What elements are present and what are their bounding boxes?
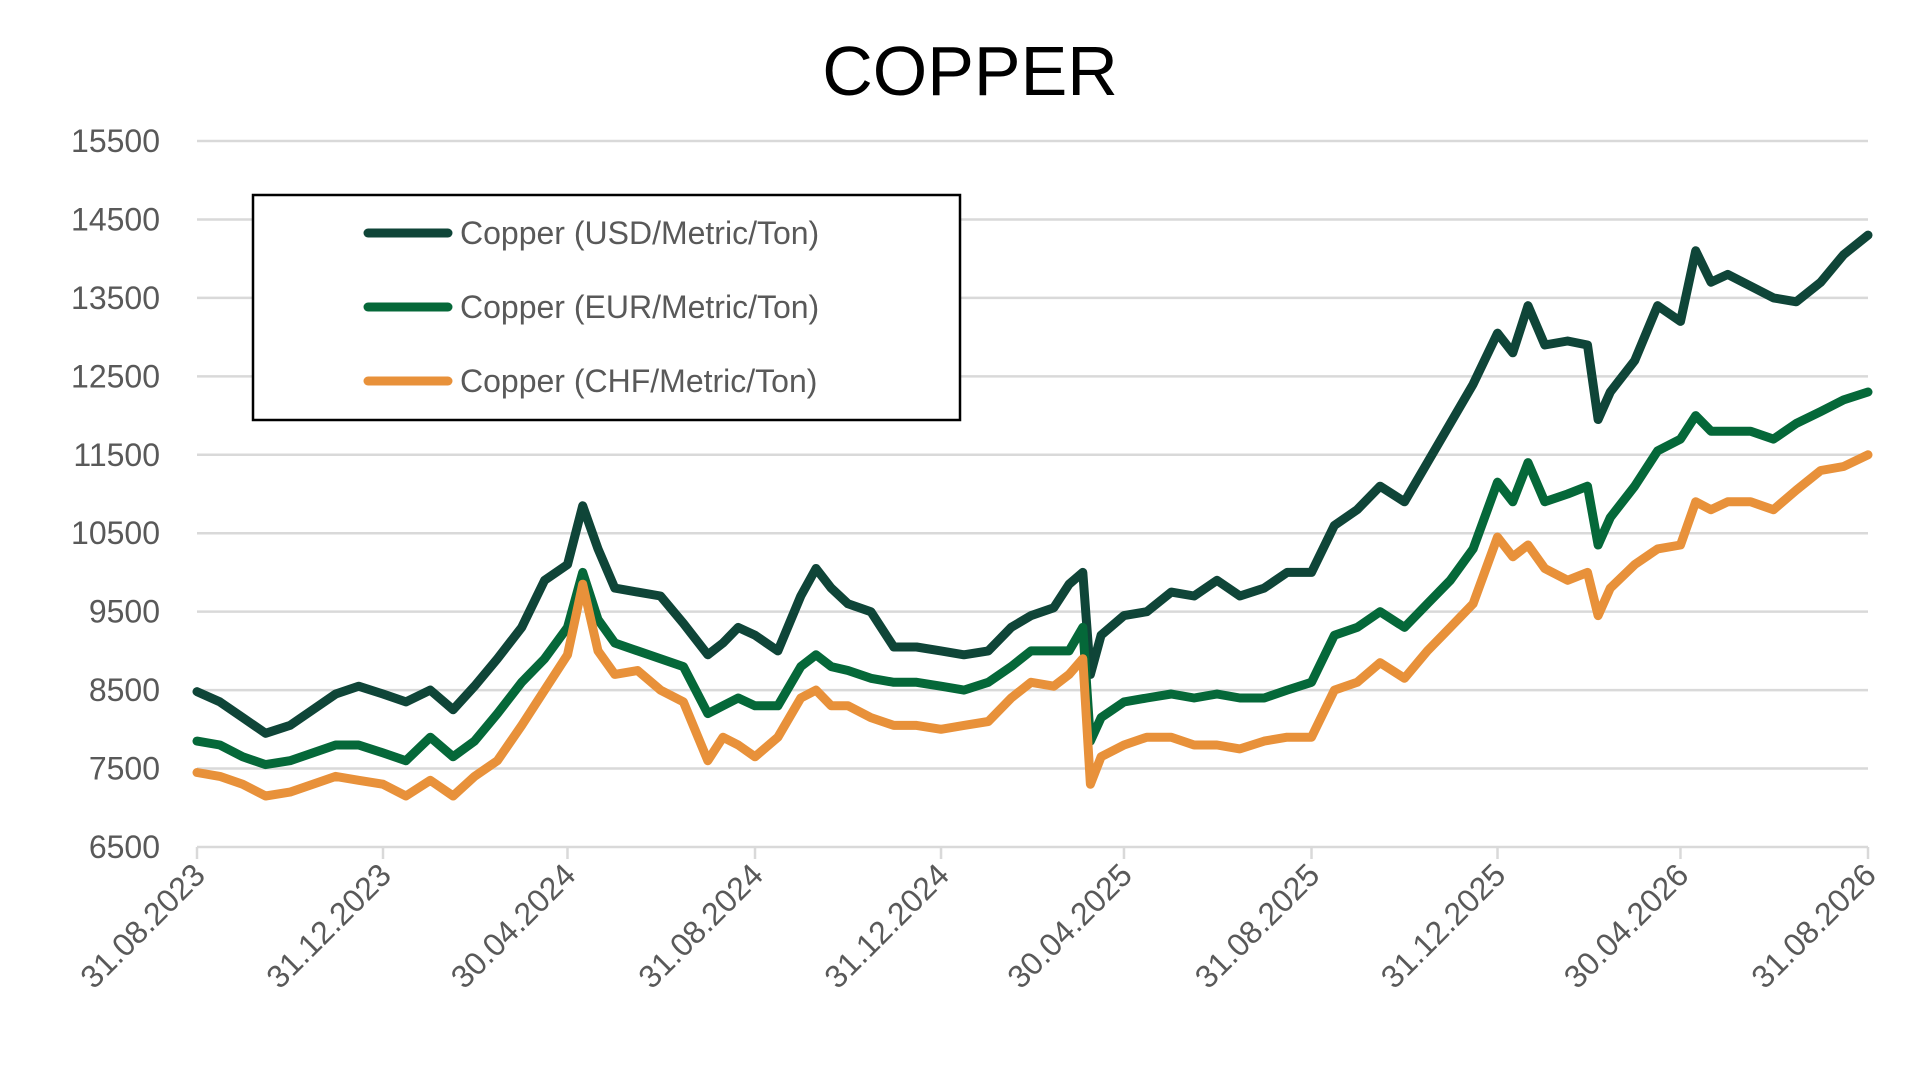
y-tick-label: 8500 — [89, 672, 160, 708]
x-tick-label: 31.08.2023 — [73, 856, 212, 995]
x-tick-label: 31.08.2026 — [1744, 856, 1883, 995]
series-line-chf — [192, 450, 1873, 801]
x-tick-label: 31.12.2025 — [1374, 856, 1513, 995]
x-tick-label: 30.04.2024 — [444, 856, 583, 995]
x-tick-label: 30.04.2026 — [1557, 856, 1696, 995]
x-tick-label: 30.04.2025 — [1000, 856, 1139, 995]
y-tick-label: 10500 — [71, 515, 160, 551]
y-tick-label: 14500 — [71, 201, 160, 237]
series-line-usd — [192, 230, 1873, 738]
x-tick-label: 31.12.2023 — [259, 856, 398, 995]
legend-label-eur: Copper (EUR/Metric/Ton) — [460, 289, 819, 325]
chart-title: COPPER — [822, 32, 1118, 110]
y-tick-label: 6500 — [89, 829, 160, 865]
y-tick-label: 13500 — [71, 280, 160, 316]
y-tick-label: 11500 — [73, 437, 160, 473]
y-tick-label: 7500 — [89, 751, 160, 787]
legend: Copper (USD/Metric/Ton) Copper (EUR/Metr… — [251, 193, 962, 422]
y-axis-tick-labels: 6500 7500 8500 9500 10500 11500 12500 13500 1450… — [71, 123, 160, 865]
series-line-eur — [192, 387, 1873, 770]
y-tick-label: 12500 — [71, 358, 160, 394]
series-lines — [192, 230, 1873, 801]
y-tick-label: 9500 — [89, 594, 160, 630]
legend-label-chf: Copper (CHF/Metric/Ton) — [460, 363, 817, 399]
legend-label-usd: Copper (USD/Metric/Ton) — [460, 215, 819, 251]
x-tick-label: 31.08.2024 — [631, 856, 770, 995]
x-tick-label: 31.08.2025 — [1188, 856, 1327, 995]
x-axis: 31.08.2023 31.12.2023 30.04.2024 31.08.2024… — [73, 845, 1883, 995]
y-tick-label: 15500 — [71, 123, 160, 159]
x-tick-label: 31.12.2024 — [817, 856, 956, 995]
